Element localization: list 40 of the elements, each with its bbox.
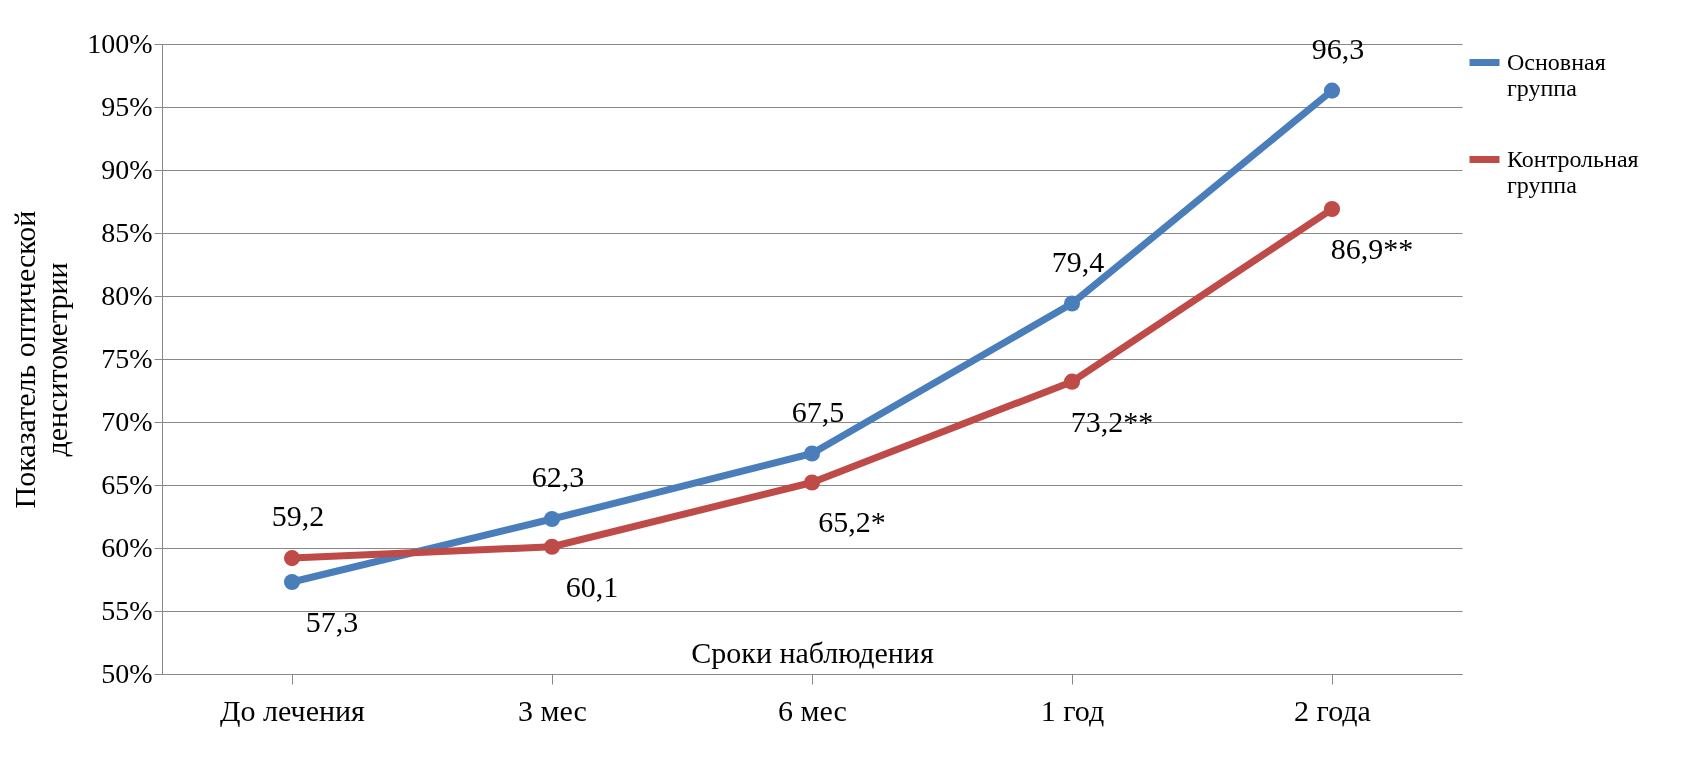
y-tick-label: 55% xyxy=(101,594,153,626)
point xyxy=(283,573,301,591)
data-label: 67,5 xyxy=(791,394,845,428)
point xyxy=(283,550,301,567)
y-tick-label: 65% xyxy=(101,468,153,500)
legend-label: Основная группа xyxy=(1507,48,1606,101)
point xyxy=(803,445,821,462)
y-tick-label: 50% xyxy=(101,657,153,689)
data-label: 62,3 xyxy=(531,460,585,494)
data-label: 96,3 xyxy=(1311,31,1365,65)
point xyxy=(803,474,821,491)
data-label: 65,2* xyxy=(818,505,886,539)
point xyxy=(543,510,561,528)
data-label: 79,4 xyxy=(1051,244,1105,278)
y-tick-label: 85% xyxy=(101,216,153,248)
y-axis-title: Показатель оптической денситометрии xyxy=(8,210,74,509)
point xyxy=(1063,373,1081,390)
data-label: 60,1 xyxy=(565,569,619,603)
data-label: 57,3 xyxy=(305,605,359,639)
x-tick-label: До лечения xyxy=(220,693,366,727)
y-tick-label: 60% xyxy=(101,531,153,563)
data-label: 73,2** xyxy=(1070,404,1154,438)
y-tick-label: 80% xyxy=(101,279,153,311)
x-tick-label: 2 года xyxy=(1294,693,1371,727)
point xyxy=(543,538,561,555)
x-tick-label: 1 год xyxy=(1040,693,1105,727)
point xyxy=(1063,295,1081,312)
x-tick-label: 6 мес xyxy=(778,693,847,727)
y-tick-label: 100% xyxy=(87,27,153,59)
data-label: 86,9** xyxy=(1330,232,1414,266)
point xyxy=(1323,82,1341,99)
y-tick-label: 75% xyxy=(101,342,153,374)
legend-label: Контрольная группа xyxy=(1507,145,1639,198)
x-axis-title: Сроки наблюдения xyxy=(691,635,934,669)
y-tick-label: 70% xyxy=(101,405,153,437)
x-tick-label: 3 мес xyxy=(518,693,587,727)
y-tick-label: 95% xyxy=(101,90,153,122)
y-tick-label: 90% xyxy=(101,153,153,185)
point xyxy=(1323,201,1341,218)
data-label: 59,2 xyxy=(271,499,325,533)
